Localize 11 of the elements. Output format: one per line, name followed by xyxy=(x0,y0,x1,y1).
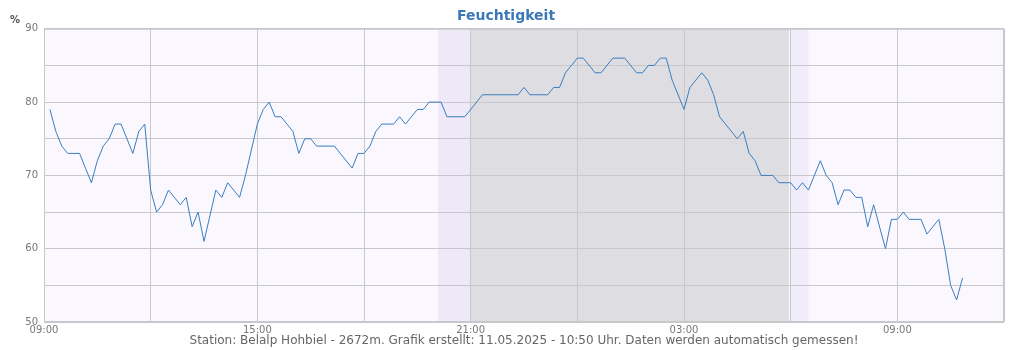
text: Station: Belalp Hohbiel - 2672m. Grafik erstellt: 11.05.2025 - 10:50 Uhr. Daten werden automatisch gemessen! xyxy=(189,333,859,347)
y-tick-label: 90 xyxy=(25,22,38,34)
x-tick-label: 21:00 xyxy=(456,323,486,335)
y-axis-title: % xyxy=(10,13,21,25)
chart-title: Feuchtigkeit xyxy=(456,7,556,24)
x-tick-label: 09:00 xyxy=(882,323,912,335)
x-tick-label: 03:00 xyxy=(669,323,699,335)
y-tick-label: 60 xyxy=(25,242,38,254)
y-tick-label: 80 xyxy=(25,95,38,107)
x-tick-label: 15:00 xyxy=(242,323,272,335)
y-tick-label: 70 xyxy=(25,168,38,180)
